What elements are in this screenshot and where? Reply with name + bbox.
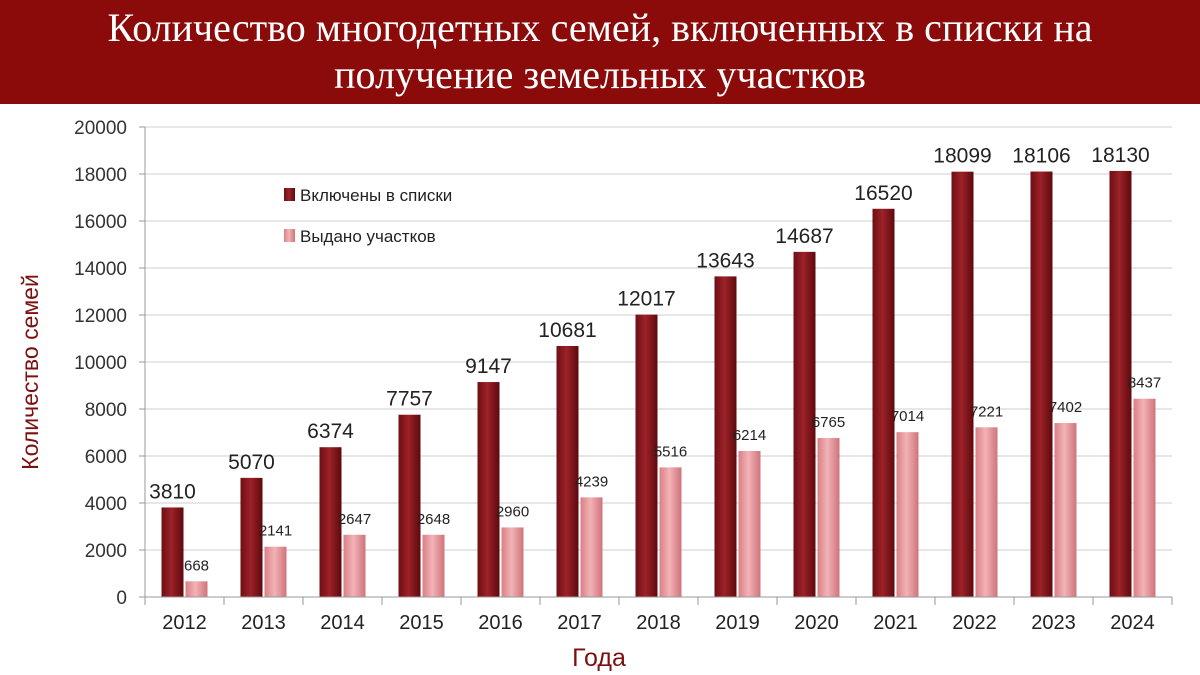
x-tick-label: 2019 bbox=[715, 612, 760, 634]
data-label-issued: 7402 bbox=[1049, 399, 1082, 416]
data-label-included: 3810 bbox=[149, 480, 196, 503]
y-tick-label: 16000 bbox=[74, 212, 127, 233]
data-label-issued: 668 bbox=[184, 557, 209, 574]
bar-included bbox=[161, 507, 184, 597]
bar-included bbox=[319, 447, 342, 597]
bar-issued bbox=[580, 497, 603, 597]
bars bbox=[161, 170, 1156, 597]
y-axis-title: Количество семей bbox=[17, 274, 43, 470]
data-label-issued: 2960 bbox=[496, 503, 529, 520]
data-label-included: 5070 bbox=[228, 451, 275, 474]
bar-issued bbox=[501, 527, 524, 597]
x-tick-label: 2023 bbox=[1031, 612, 1076, 634]
chart-title: Количество многодетных семей, включенных… bbox=[107, 5, 1093, 97]
data-labels: 3810 668 5070 2141 6374 2647 7757 2648 9147 2960 1… bbox=[149, 144, 1161, 574]
legend-swatch-included bbox=[284, 188, 295, 201]
data-label-included: 9147 bbox=[465, 355, 512, 378]
bar-issued bbox=[343, 534, 366, 597]
bar-included bbox=[714, 276, 737, 597]
bar-issued bbox=[422, 534, 445, 597]
data-label-issued: 6765 bbox=[812, 414, 845, 431]
x-tick-label: 2012 bbox=[162, 612, 207, 634]
x-axis-title: Года bbox=[572, 644, 626, 672]
bar-issued bbox=[738, 450, 761, 597]
x-tick-label: 2017 bbox=[557, 612, 602, 634]
data-label-issued: 2648 bbox=[417, 511, 450, 528]
x-tick-label: 2015 bbox=[399, 612, 444, 634]
x-tick-label: 2024 bbox=[1110, 612, 1155, 634]
x-tick-label: 2013 bbox=[241, 612, 286, 634]
bar-issued bbox=[817, 438, 840, 597]
data-label-issued: 7221 bbox=[970, 403, 1003, 420]
data-label-included: 12017 bbox=[617, 288, 675, 311]
bar-issued bbox=[1133, 398, 1156, 597]
legend: Включены в списки Выдано участков bbox=[284, 186, 452, 246]
bar-included bbox=[635, 314, 658, 597]
data-label-issued: 7014 bbox=[891, 408, 924, 425]
bar-included bbox=[556, 345, 579, 597]
bar-included bbox=[872, 208, 895, 597]
bar-included bbox=[398, 414, 421, 597]
bar-issued bbox=[975, 427, 998, 597]
data-label-included: 10681 bbox=[538, 319, 596, 342]
x-tick-label: 2020 bbox=[794, 612, 839, 634]
bar-included bbox=[951, 171, 974, 597]
x-tick-label: 2016 bbox=[478, 612, 523, 634]
data-label-included: 6374 bbox=[307, 420, 354, 443]
y-tick-label: 0 bbox=[116, 588, 127, 609]
y-tick-label: 2000 bbox=[85, 541, 127, 562]
axes: 0 2000 4000 6000 8000 10000 12000 14000 16000 180… bbox=[74, 118, 1173, 634]
y-tick-label: 6000 bbox=[85, 447, 127, 468]
legend-swatch-issued bbox=[284, 229, 295, 242]
data-label-issued: 4239 bbox=[575, 473, 608, 490]
gridlines bbox=[145, 126, 1172, 551]
data-label-issued: 8437 bbox=[1128, 375, 1161, 392]
x-tick-label: 2014 bbox=[320, 612, 365, 634]
bar-included bbox=[240, 477, 263, 597]
bar-issued bbox=[1054, 423, 1077, 597]
y-tick-label: 4000 bbox=[85, 494, 127, 515]
x-tick-label: 2022 bbox=[952, 612, 997, 634]
bar-issued bbox=[264, 546, 287, 597]
legend-label-included: Включены в списки bbox=[300, 186, 452, 205]
data-label-included: 18130 bbox=[1091, 144, 1149, 167]
x-tick-label: 2021 bbox=[873, 612, 918, 634]
data-label-issued: 5516 bbox=[654, 443, 687, 460]
data-label-included: 18099 bbox=[933, 145, 991, 168]
data-label-issued: 6214 bbox=[733, 427, 766, 444]
data-label-included: 14687 bbox=[775, 225, 833, 248]
data-label-included: 13643 bbox=[696, 249, 754, 272]
data-label-included: 16520 bbox=[854, 182, 912, 205]
y-tick-label: 8000 bbox=[85, 400, 127, 421]
x-tick-label: 2018 bbox=[636, 612, 681, 634]
y-tick-label: 14000 bbox=[74, 259, 127, 280]
data-label-included: 18106 bbox=[1012, 145, 1070, 168]
bar-included bbox=[477, 382, 500, 597]
data-label-issued: 2647 bbox=[338, 511, 371, 528]
bar-issued bbox=[659, 467, 682, 597]
y-tick-label: 10000 bbox=[74, 353, 127, 374]
bar-included bbox=[1109, 170, 1132, 597]
y-tick-label: 20000 bbox=[74, 118, 127, 139]
bar-included bbox=[793, 251, 816, 597]
bar-issued bbox=[185, 581, 208, 597]
data-label-issued: 2141 bbox=[259, 523, 292, 540]
bar-issued bbox=[896, 432, 919, 597]
legend-label-issued: Выдано участков bbox=[300, 227, 436, 246]
bar-included bbox=[1030, 171, 1053, 597]
y-tick-label: 12000 bbox=[74, 306, 127, 327]
title-banner: Количество многодетных семей, включенных… bbox=[0, 0, 1200, 104]
y-tick-label: 18000 bbox=[74, 165, 127, 186]
bar-chart: 3810 668 5070 2141 6374 2647 7757 2648 9147 2960 1… bbox=[17, 118, 1173, 672]
data-label-included: 7757 bbox=[386, 388, 433, 411]
